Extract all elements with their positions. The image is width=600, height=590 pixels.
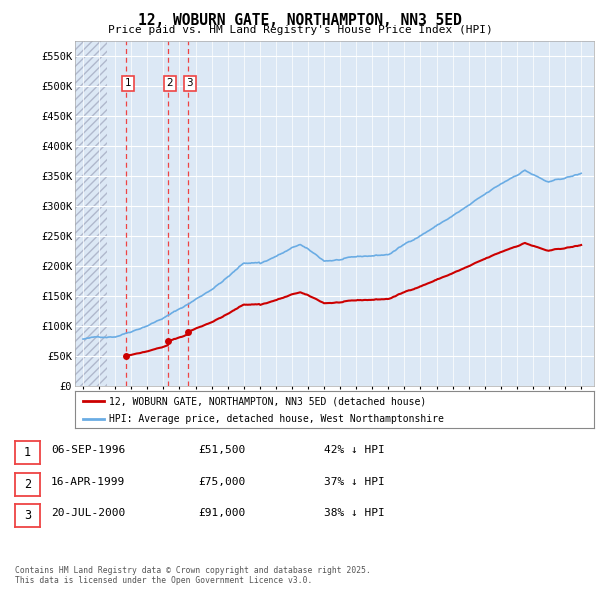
Text: £91,000: £91,000	[198, 508, 245, 518]
Text: 42% ↓ HPI: 42% ↓ HPI	[324, 445, 385, 455]
Text: 2: 2	[166, 78, 173, 88]
Text: 2: 2	[24, 477, 31, 491]
Bar	[75, 41, 107, 386]
Text: Price paid vs. HM Land Registry's House Price Index (HPI): Price paid vs. HM Land Registry's House …	[107, 25, 493, 35]
Text: 12, WOBURN GATE, NORTHAMPTON, NN3 5ED (detached house): 12, WOBURN GATE, NORTHAMPTON, NN3 5ED (d…	[109, 396, 426, 407]
Text: 12, WOBURN GATE, NORTHAMPTON, NN3 5ED: 12, WOBURN GATE, NORTHAMPTON, NN3 5ED	[138, 13, 462, 28]
Text: 20-JUL-2000: 20-JUL-2000	[51, 508, 125, 518]
Text: 3: 3	[24, 509, 31, 522]
Text: 1: 1	[124, 78, 131, 88]
Text: 37% ↓ HPI: 37% ↓ HPI	[324, 477, 385, 487]
Text: 16-APR-1999: 16-APR-1999	[51, 477, 125, 487]
Text: 1: 1	[24, 446, 31, 460]
Text: 3: 3	[187, 78, 193, 88]
Point	[184, 327, 193, 336]
Text: £51,500: £51,500	[198, 445, 245, 455]
Text: £75,000: £75,000	[198, 477, 245, 487]
Text: 38% ↓ HPI: 38% ↓ HPI	[324, 508, 385, 518]
Text: Contains HM Land Registry data © Crown copyright and database right 2025.
This d: Contains HM Land Registry data © Crown c…	[15, 566, 371, 585]
Point	[163, 337, 173, 346]
Text: 06-SEP-1996: 06-SEP-1996	[51, 445, 125, 455]
Point	[121, 351, 131, 360]
Text: HPI: Average price, detached house, West Northamptonshire: HPI: Average price, detached house, West…	[109, 414, 443, 424]
